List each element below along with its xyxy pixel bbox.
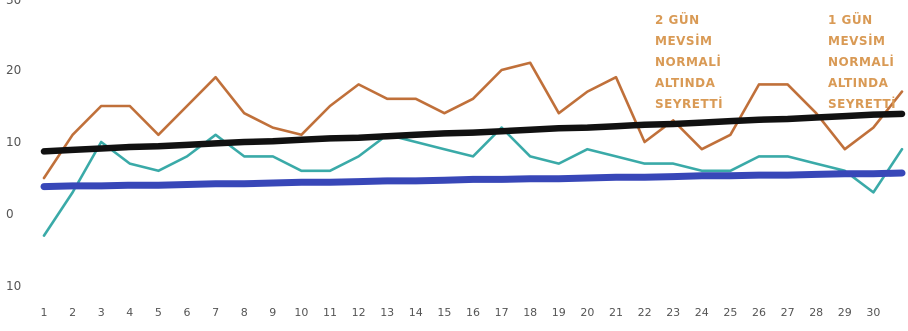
x-tick-label: 29 — [838, 306, 852, 319]
x-tick-label: 27 — [781, 306, 795, 319]
x-tick-label: 5 — [155, 306, 162, 319]
annotation-block: 2 GÜN MEVSİM NORMALİ ALTINDA SEYRETTİ — [655, 12, 723, 111]
x-tick-label: 18 — [523, 306, 537, 319]
trend-line-blue — [40, 169, 906, 191]
x-tick-label: 22 — [638, 306, 652, 319]
x-tick-label: 6 — [184, 306, 191, 319]
series-line-orange — [42, 61, 904, 180]
annotation-line: NORMALİ — [655, 54, 721, 69]
annotations: 2 GÜN MEVSİM NORMALİ ALTINDA SEYRETTİ 1 GÜN ME… — [655, 12, 896, 111]
y-tick-label: 10 — [6, 135, 21, 149]
annotation-line: ALTINDA — [828, 76, 889, 90]
x-tick-label: 26 — [752, 306, 766, 319]
x-tick-label: 23 — [666, 306, 680, 319]
annotation-line: ALTINDA — [655, 76, 716, 90]
x-tick-label: 15 — [437, 306, 451, 319]
trend-line-black — [40, 110, 906, 155]
y-tick-label: 0 — [6, 207, 14, 221]
x-tick-label: 2 — [69, 306, 76, 319]
x-tick-label: 9 — [269, 306, 276, 319]
x-tick-label: 24 — [695, 306, 709, 319]
x-axis-ticks: 1 2 3 4 5 6 7 8 9 10 11 12 13 14 15 16 17 18 19 20 21 22 23 24 2… — [41, 306, 881, 319]
x-tick-label: 4 — [126, 306, 133, 319]
x-tick-label: 21 — [609, 306, 623, 319]
x-tick-label: 28 — [809, 306, 823, 319]
y-tick-label: 10 — [6, 279, 21, 293]
series-line-teal — [42, 126, 904, 237]
y-tick-label: 20 — [6, 63, 21, 77]
x-tick-label: 8 — [241, 306, 248, 319]
x-tick-label: 12 — [352, 306, 366, 319]
annotation-line: MEVSİM — [828, 33, 885, 48]
x-tick-label: 16 — [466, 306, 480, 319]
x-tick-label: 10 — [294, 306, 308, 319]
x-tick-label: 11 — [323, 306, 337, 319]
annotation-line: SEYRETTİ — [655, 96, 723, 111]
x-tick-label: 19 — [552, 306, 566, 319]
x-tick-label: 25 — [723, 306, 737, 319]
annotation-block: 1 GÜN MEVSİM NORMALİ ALTINDA SEYRETTİ — [828, 12, 896, 111]
x-tick-label: 17 — [495, 306, 509, 319]
annotation-line: MEVSİM — [655, 33, 712, 48]
x-tick-label: 13 — [380, 306, 394, 319]
x-tick-label: 14 — [409, 306, 423, 319]
x-tick-label: 1 — [41, 306, 48, 319]
annotation-line: NORMALİ — [828, 54, 894, 69]
y-tick-label: 30 — [6, 0, 21, 7]
x-tick-label: 7 — [212, 306, 219, 319]
y-axis-ticks: 30 20 10 0 10 — [6, 0, 21, 293]
annotation-line: 1 GÜN — [828, 12, 873, 27]
annotation-line: 2 GÜN — [655, 12, 700, 27]
x-tick-label: 20 — [580, 306, 594, 319]
series-lines — [40, 61, 906, 237]
x-tick-label: 30 — [866, 306, 880, 319]
x-tick-label: 3 — [98, 306, 105, 319]
annotation-line: SEYRETTİ — [828, 96, 896, 111]
